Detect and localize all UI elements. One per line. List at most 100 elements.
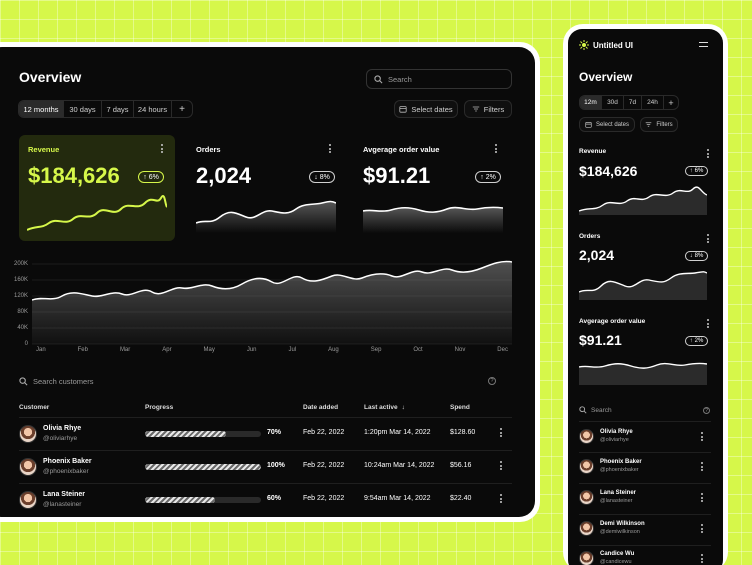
card-change-badge: ↑ 2% (685, 336, 708, 346)
date-added: Feb 22, 2022 (303, 429, 345, 436)
customer-search[interactable]: Search customers (19, 377, 93, 386)
filter-icon (472, 106, 479, 112)
x-tick: Apr (162, 347, 172, 353)
search-input[interactable]: Search (579, 406, 612, 414)
card-change-badge: ↑ 6% (685, 166, 708, 176)
customer-handle: @oliviarhye (600, 437, 629, 443)
tab-30d[interactable]: 30d (602, 96, 624, 109)
x-tick: Dec (497, 347, 508, 353)
list-item[interactable]: Olivia Rhye @oliviarhye (579, 426, 711, 454)
col-date-added[interactable]: Date added (303, 404, 339, 411)
select-dates-button[interactable]: Select dates (394, 100, 458, 118)
filters-button[interactable]: Filters (464, 100, 512, 118)
brand-name: Untitled UI (593, 40, 633, 50)
tab-30-days[interactable]: 30 days (64, 101, 102, 117)
arrow-up-icon: ↑ (689, 338, 693, 344)
card-change-badge: ↑ 6% (138, 171, 164, 183)
aov-card: Avgerage order value $91.21 ↑ 2% (363, 135, 513, 241)
date-added: Feb 22, 2022 (303, 495, 345, 502)
card-menu-icon[interactable] (707, 149, 710, 158)
tab-7d[interactable]: 7d (624, 96, 642, 109)
divider (579, 514, 711, 515)
search-icon (579, 406, 587, 414)
card-menu-icon[interactable] (495, 144, 498, 153)
customer-handle: @candicewu (600, 559, 632, 565)
filters-button[interactable]: Filters (640, 117, 678, 132)
avatar (19, 491, 37, 509)
card-change-badge: ↓ 8% (309, 171, 335, 183)
col-customer[interactable]: Customer (19, 404, 50, 411)
x-tick: Aug (328, 347, 339, 353)
card-menu-icon[interactable] (161, 144, 164, 153)
divider (19, 483, 512, 484)
col-progress[interactable]: Progress (145, 404, 174, 411)
list-item[interactable]: Candice Wu @candicewu (579, 549, 711, 565)
orders-card: Orders 2,024 ↓ 8% (579, 230, 713, 308)
y-tick: 120K (13, 293, 28, 299)
y-tick: 160K (13, 277, 28, 283)
list-item[interactable]: Phoenix Baker @phoenixbaker (579, 457, 711, 485)
tab-12-months[interactable]: 12 months (19, 101, 64, 117)
revenue-chart: 200K 160K 120K 80K 40K 0 Jan Feb Mar Apr May… (6, 256, 516, 356)
card-menu-icon[interactable] (329, 144, 332, 153)
x-tick: May (203, 347, 215, 353)
page-title: Overview (579, 70, 633, 84)
orders-card: Orders 2,024 ↓ 8% (196, 135, 341, 241)
page-title: Overview (19, 69, 82, 85)
list-item[interactable]: Demi Wilkinson @demiwilkinson (579, 519, 711, 547)
row-menu-icon[interactable] (701, 462, 704, 471)
area-chart (32, 260, 512, 345)
y-tick: 80K (17, 309, 28, 315)
x-tick: Mar (119, 347, 131, 353)
tab-7-days[interactable]: 7 days (102, 101, 134, 117)
period-tabs: 12 months 30 days 7 days 24 hours + (18, 100, 193, 118)
divider (579, 545, 711, 546)
card-label: Avgerage order value (363, 145, 440, 154)
card-menu-icon[interactable] (707, 234, 710, 243)
logo-icon (579, 40, 589, 50)
search-icon (19, 377, 28, 386)
tab-24h[interactable]: 24h (642, 96, 664, 109)
row-menu-icon[interactable] (500, 428, 503, 437)
row-menu-icon[interactable] (500, 461, 503, 470)
row-menu-icon[interactable] (701, 524, 704, 533)
search-input[interactable]: Search (366, 69, 512, 89)
progress-label: 100% (267, 462, 285, 469)
arrow-down-icon: ↓ (689, 253, 693, 259)
row-menu-icon[interactable] (500, 494, 503, 503)
card-change-badge: ↑ 2% (475, 171, 501, 183)
avatar (579, 459, 594, 474)
avatar (579, 490, 594, 505)
menu-icon[interactable] (699, 42, 708, 47)
table-row[interactable]: Lana Steiner @lanasteiner 60% Feb 22, 20… (19, 488, 512, 516)
col-spend[interactable]: Spend (450, 404, 470, 411)
card-menu-icon[interactable] (707, 319, 710, 328)
period-tabs: 12m 30d 7d 24h + (579, 95, 679, 110)
avatar (579, 429, 594, 444)
select-dates-button[interactable]: Select dates (579, 117, 635, 132)
customer-name: Olivia Rhye (600, 429, 633, 435)
table-row[interactable]: Olivia Rhye @oliviarhye 70% Feb 22, 2022… (19, 422, 512, 452)
col-last-active[interactable]: Last active ↓ (364, 404, 405, 411)
progress-label: 60% (267, 495, 282, 502)
x-tick: Feb (77, 347, 88, 353)
list-item[interactable]: Lana Steiner @lanasteiner (579, 488, 711, 516)
y-axis: 200K 160K 120K 80K 40K 0 (6, 256, 28, 352)
customer-handle: @lanasteiner (43, 501, 82, 508)
row-menu-icon[interactable] (701, 432, 704, 441)
filters-label: Filters (656, 121, 673, 128)
card-label: Revenue (579, 148, 607, 155)
brand[interactable]: Untitled UI (579, 40, 633, 50)
tab-24-hours[interactable]: 24 hours (134, 101, 172, 117)
add-period-button[interactable]: + (179, 103, 185, 115)
aov-card: Avgerage order value $91.21 ↑ 2% (579, 315, 713, 393)
add-period-button[interactable]: + (668, 97, 674, 108)
tab-12m[interactable]: 12m (580, 96, 602, 109)
help-icon[interactable]: ? (488, 377, 496, 385)
avatar (19, 458, 37, 476)
x-tick: Jun (246, 347, 257, 353)
row-menu-icon[interactable] (701, 493, 704, 502)
help-icon[interactable]: ? (703, 407, 710, 414)
table-row[interactable]: Phoenix Baker @phoenixbaker 100% Feb 22,… (19, 455, 512, 485)
row-menu-icon[interactable] (701, 554, 704, 563)
